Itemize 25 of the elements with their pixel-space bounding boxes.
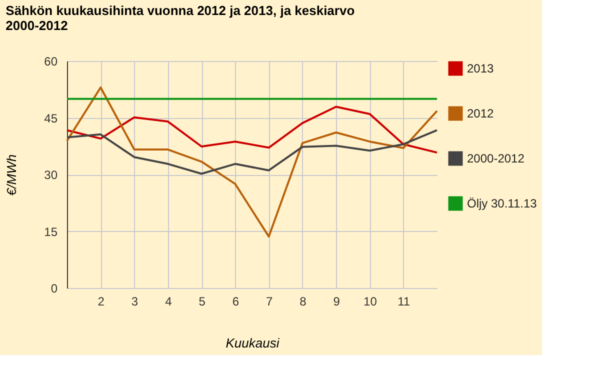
legend-label: 2013 <box>467 62 494 76</box>
x-tick-label: 8 <box>300 294 307 308</box>
line-series <box>66 129 438 175</box>
x-tick-label: 2 <box>98 294 105 308</box>
chart-title: Sähkön kuukausihinta vuonna 2012 ja 2013, ja keskiarvo 2000-2012 <box>6 3 355 33</box>
legend-label: Öljy 30.11.13 <box>467 196 538 210</box>
line-series <box>66 106 438 154</box>
y-tick-label: 45 <box>44 111 58 126</box>
x-tick-label: 5 <box>198 294 206 308</box>
x-tick-label: 3 <box>131 294 138 308</box>
x-tick-label: 9 <box>333 294 340 308</box>
x-tick-label: 6 <box>232 294 240 308</box>
line-series <box>66 86 438 238</box>
x-tick-label: 10 <box>364 294 378 308</box>
legend-label: 2000-2012 <box>467 152 525 166</box>
y-tick-label: 30 <box>44 168 58 182</box>
y-tick-label: 15 <box>44 224 58 239</box>
y-tick-label: 0 <box>50 282 58 296</box>
x-tick-label: 11 <box>398 294 410 308</box>
x-axis-title: Kuukausi <box>226 336 280 350</box>
x-tick-label: 7 <box>266 294 273 308</box>
y-axis-title: €/MWh <box>4 154 20 196</box>
legend-label: 2012 <box>467 106 494 120</box>
y-tick-label: 60 <box>44 54 58 68</box>
x-tick-label: 4 <box>165 294 172 308</box>
